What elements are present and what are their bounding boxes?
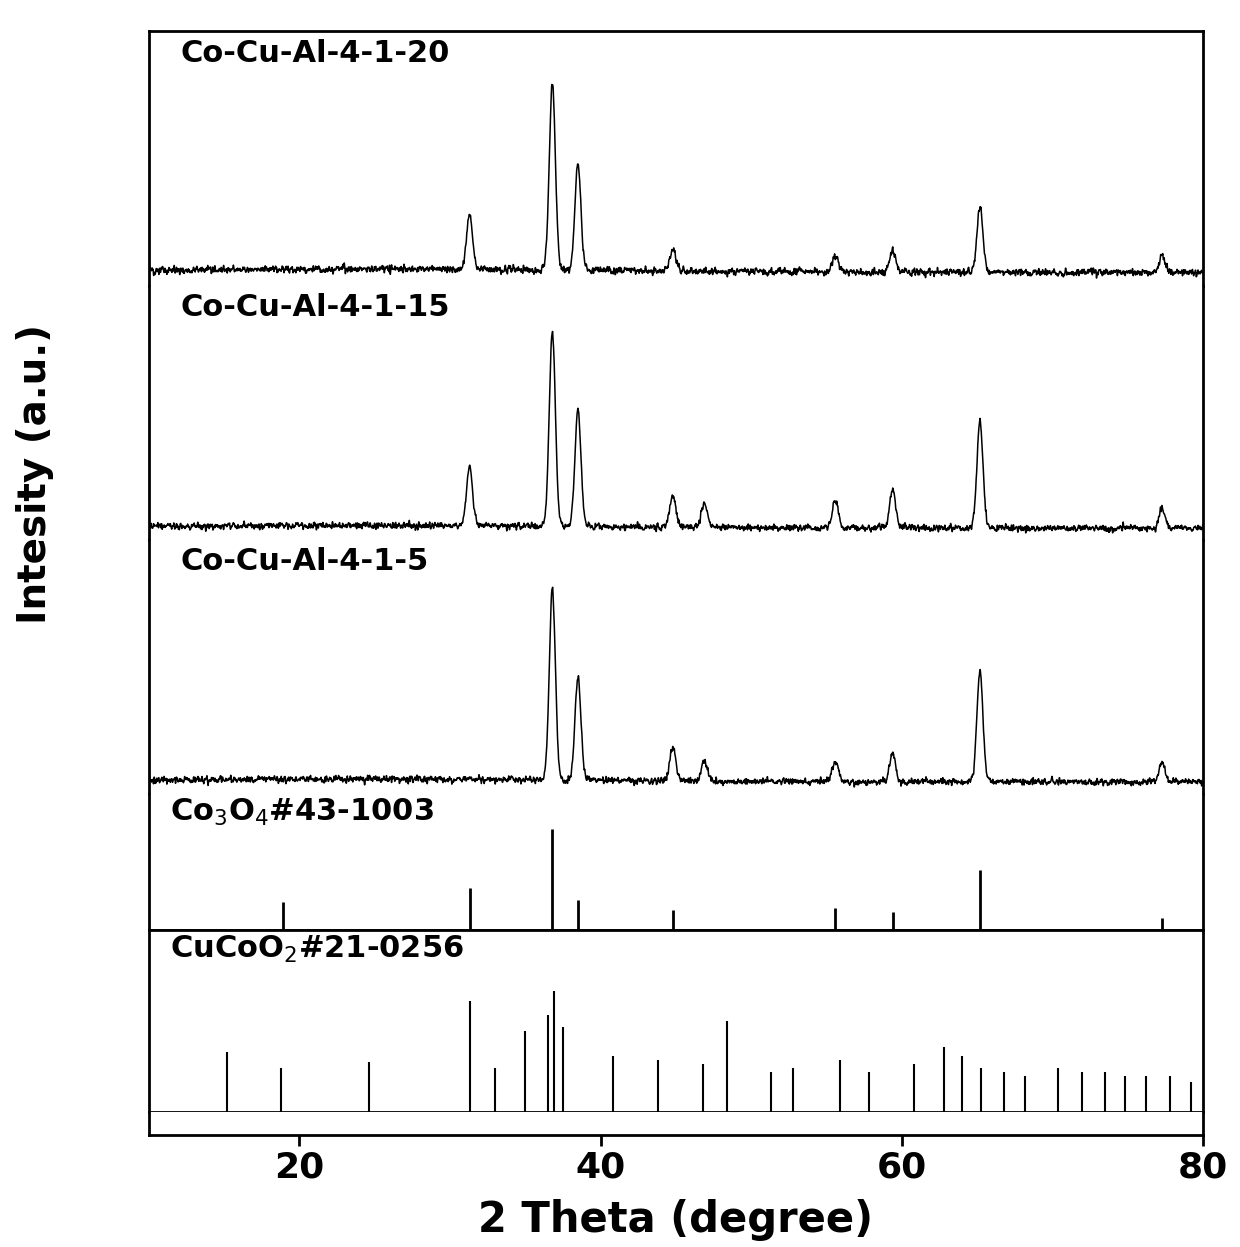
Text: Co$_3$O$_4$#43-1003: Co$_3$O$_4$#43-1003: [170, 797, 434, 828]
Text: Intesity (a.u.): Intesity (a.u.): [16, 324, 53, 624]
Text: CuCoO$_2$#21-0256: CuCoO$_2$#21-0256: [170, 934, 464, 965]
Text: Co-Cu-Al-4-1-20: Co-Cu-Al-4-1-20: [181, 39, 450, 67]
Text: Co-Cu-Al-4-1-15: Co-Cu-Al-4-1-15: [181, 293, 450, 322]
Text: Co-Cu-Al-4-1-5: Co-Cu-Al-4-1-5: [181, 547, 429, 576]
Text: 2 Theta (degree): 2 Theta (degree): [479, 1198, 873, 1241]
